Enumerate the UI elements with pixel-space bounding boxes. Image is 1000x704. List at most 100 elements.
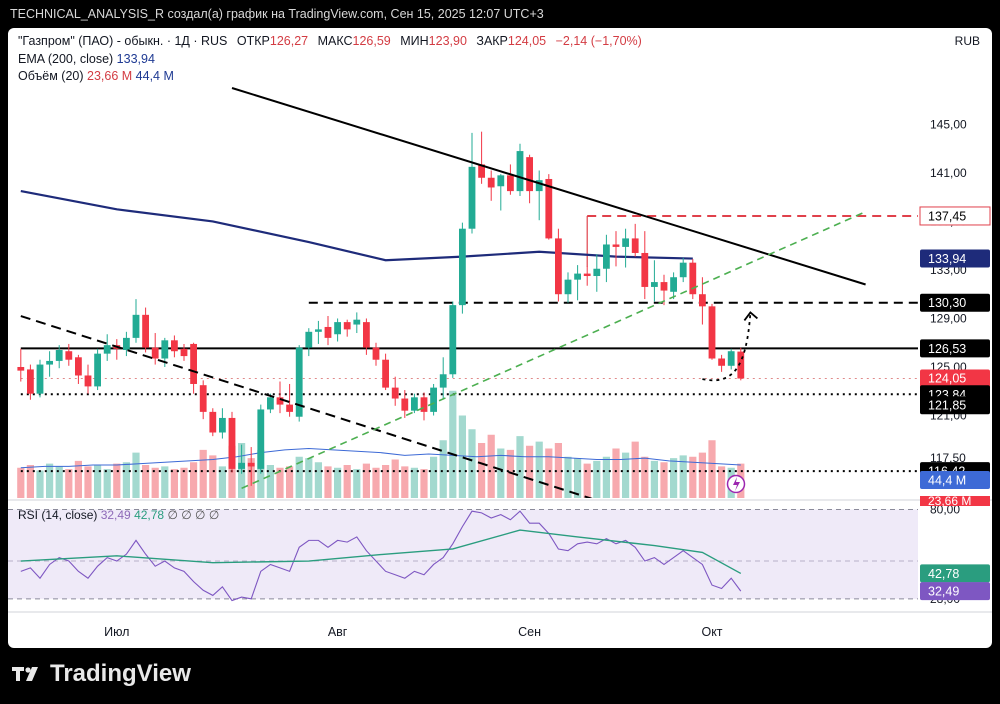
projection-arrow: [702, 312, 752, 382]
volume-bar: [468, 429, 476, 498]
volume-bar: [26, 465, 34, 498]
candle-body: [103, 345, 111, 354]
volume-bar: [218, 466, 226, 498]
candle-body: [151, 347, 159, 359]
candle-body: [420, 397, 428, 412]
chart-canvas[interactable]: 145,00141,00137,00133,00129,00125,00121,…: [8, 28, 992, 648]
low-label: МИН: [400, 34, 429, 48]
volume-bar: [535, 441, 543, 498]
volume-bar: [679, 455, 687, 498]
candle-body: [65, 351, 73, 360]
volume-bar: [170, 469, 178, 498]
badge-126: 126,53: [928, 342, 966, 356]
candle-body: [209, 411, 217, 433]
badge-ema: 133,94: [928, 252, 966, 266]
volume-bar: [583, 463, 591, 498]
volume-bar: [180, 467, 188, 498]
candle-body: [564, 279, 572, 295]
volume-bar: [190, 462, 198, 498]
candle-body: [343, 322, 351, 330]
candle-body: [411, 397, 418, 411]
rsi-band: [8, 509, 918, 599]
volume-bar: [698, 452, 706, 498]
candle-body: [670, 277, 677, 292]
badge-rsi-0: 42,78: [928, 567, 959, 581]
candle-body: [516, 151, 524, 192]
candle-body: [679, 262, 687, 278]
candle-body: [75, 357, 82, 376]
high-label: МАКС: [317, 34, 353, 48]
volume-value-2: 44,4 M: [135, 69, 174, 83]
volume-bar: [718, 466, 726, 498]
candle-body: [247, 462, 255, 467]
x-tick-label: Июл: [104, 625, 129, 639]
candle-body: [132, 314, 140, 338]
volume-bar: [209, 455, 217, 498]
volume-bar: [55, 466, 63, 498]
high-value: 126,59: [352, 34, 391, 48]
ema-legend: EMA (200, close) 133,94: [18, 52, 155, 66]
y-tick-label: 145,00: [930, 117, 967, 131]
volume-bar: [564, 456, 572, 498]
badge-rsi-1: 32,49: [928, 585, 959, 599]
volume-label: Объём (20): [18, 69, 84, 83]
volume-bar: [401, 466, 409, 498]
candle-body: [267, 397, 274, 410]
volume-bar: [334, 467, 342, 498]
currency-label[interactable]: RUB: [954, 34, 980, 48]
open-value: 126,27: [269, 34, 309, 48]
candle-body: [84, 375, 92, 387]
candle-body: [459, 228, 466, 306]
candle-body: [199, 385, 207, 412]
tradingview-logo-icon: [12, 667, 38, 681]
rsi-ma-line: [20, 529, 742, 575]
volume-value-1: 23,66 M: [87, 69, 133, 83]
volume-bar: [478, 443, 486, 498]
candle-body: [593, 268, 601, 277]
candle-body: [46, 360, 53, 365]
volume-bar: [103, 469, 111, 498]
chart-panel: 145,00141,00137,00133,00129,00125,00121,…: [8, 28, 992, 648]
trendline-0: [231, 87, 866, 286]
candle-body: [439, 374, 447, 388]
symbol-name: "Газпром" (ПАО) - обыкн. · 1Д · RUS: [18, 34, 228, 48]
rsi-legend-value-2: 42,78: [134, 508, 165, 522]
ema-label: EMA (200, close): [18, 52, 114, 66]
volume-bar: [708, 440, 716, 498]
badge-rsi-bg-1: [920, 582, 990, 601]
header-title: TECHNICAL_ANALYSIS_R создал(а) график на…: [0, 0, 1000, 28]
x-tick-label: Авг: [328, 625, 348, 639]
tradingview-footer[interactable]: TradingView: [12, 660, 191, 688]
volume-bar: [449, 390, 457, 498]
volume-bar: [516, 436, 524, 498]
main-pane: [17, 87, 918, 498]
candle-body: [737, 351, 745, 379]
badge-121-bg: [920, 396, 990, 415]
y-tick-label: 129,00: [930, 311, 967, 325]
badge-current-price: 124,05: [928, 372, 966, 386]
rsi-legend-extra: ∅ ∅ ∅ ∅: [167, 508, 220, 522]
badge-126-bg: [920, 339, 990, 358]
volume-bar: [574, 458, 582, 498]
candle-body: [583, 273, 591, 277]
badge-137: 137,45: [928, 209, 966, 223]
volume-bar: [343, 465, 351, 498]
alert-bolt-icon: [733, 477, 740, 491]
candle-body: [507, 175, 514, 192]
volume-bar: [554, 443, 562, 498]
volume-bar: [46, 463, 54, 498]
candle-body: [574, 273, 581, 280]
candle-body: [238, 462, 245, 469]
volume-bar: [660, 462, 668, 498]
candle-body: [17, 366, 25, 371]
badge-137-bg: [920, 206, 990, 225]
volume-bar: [286, 466, 294, 498]
volume-bar: [382, 465, 390, 498]
candle-body: [276, 397, 284, 405]
candle-body: [622, 238, 629, 247]
volume-bar: [113, 463, 121, 498]
volume-bar: [257, 449, 265, 498]
candle-body: [641, 252, 649, 287]
open-label: ОТКР: [236, 34, 270, 48]
volume-bar: [631, 441, 639, 498]
